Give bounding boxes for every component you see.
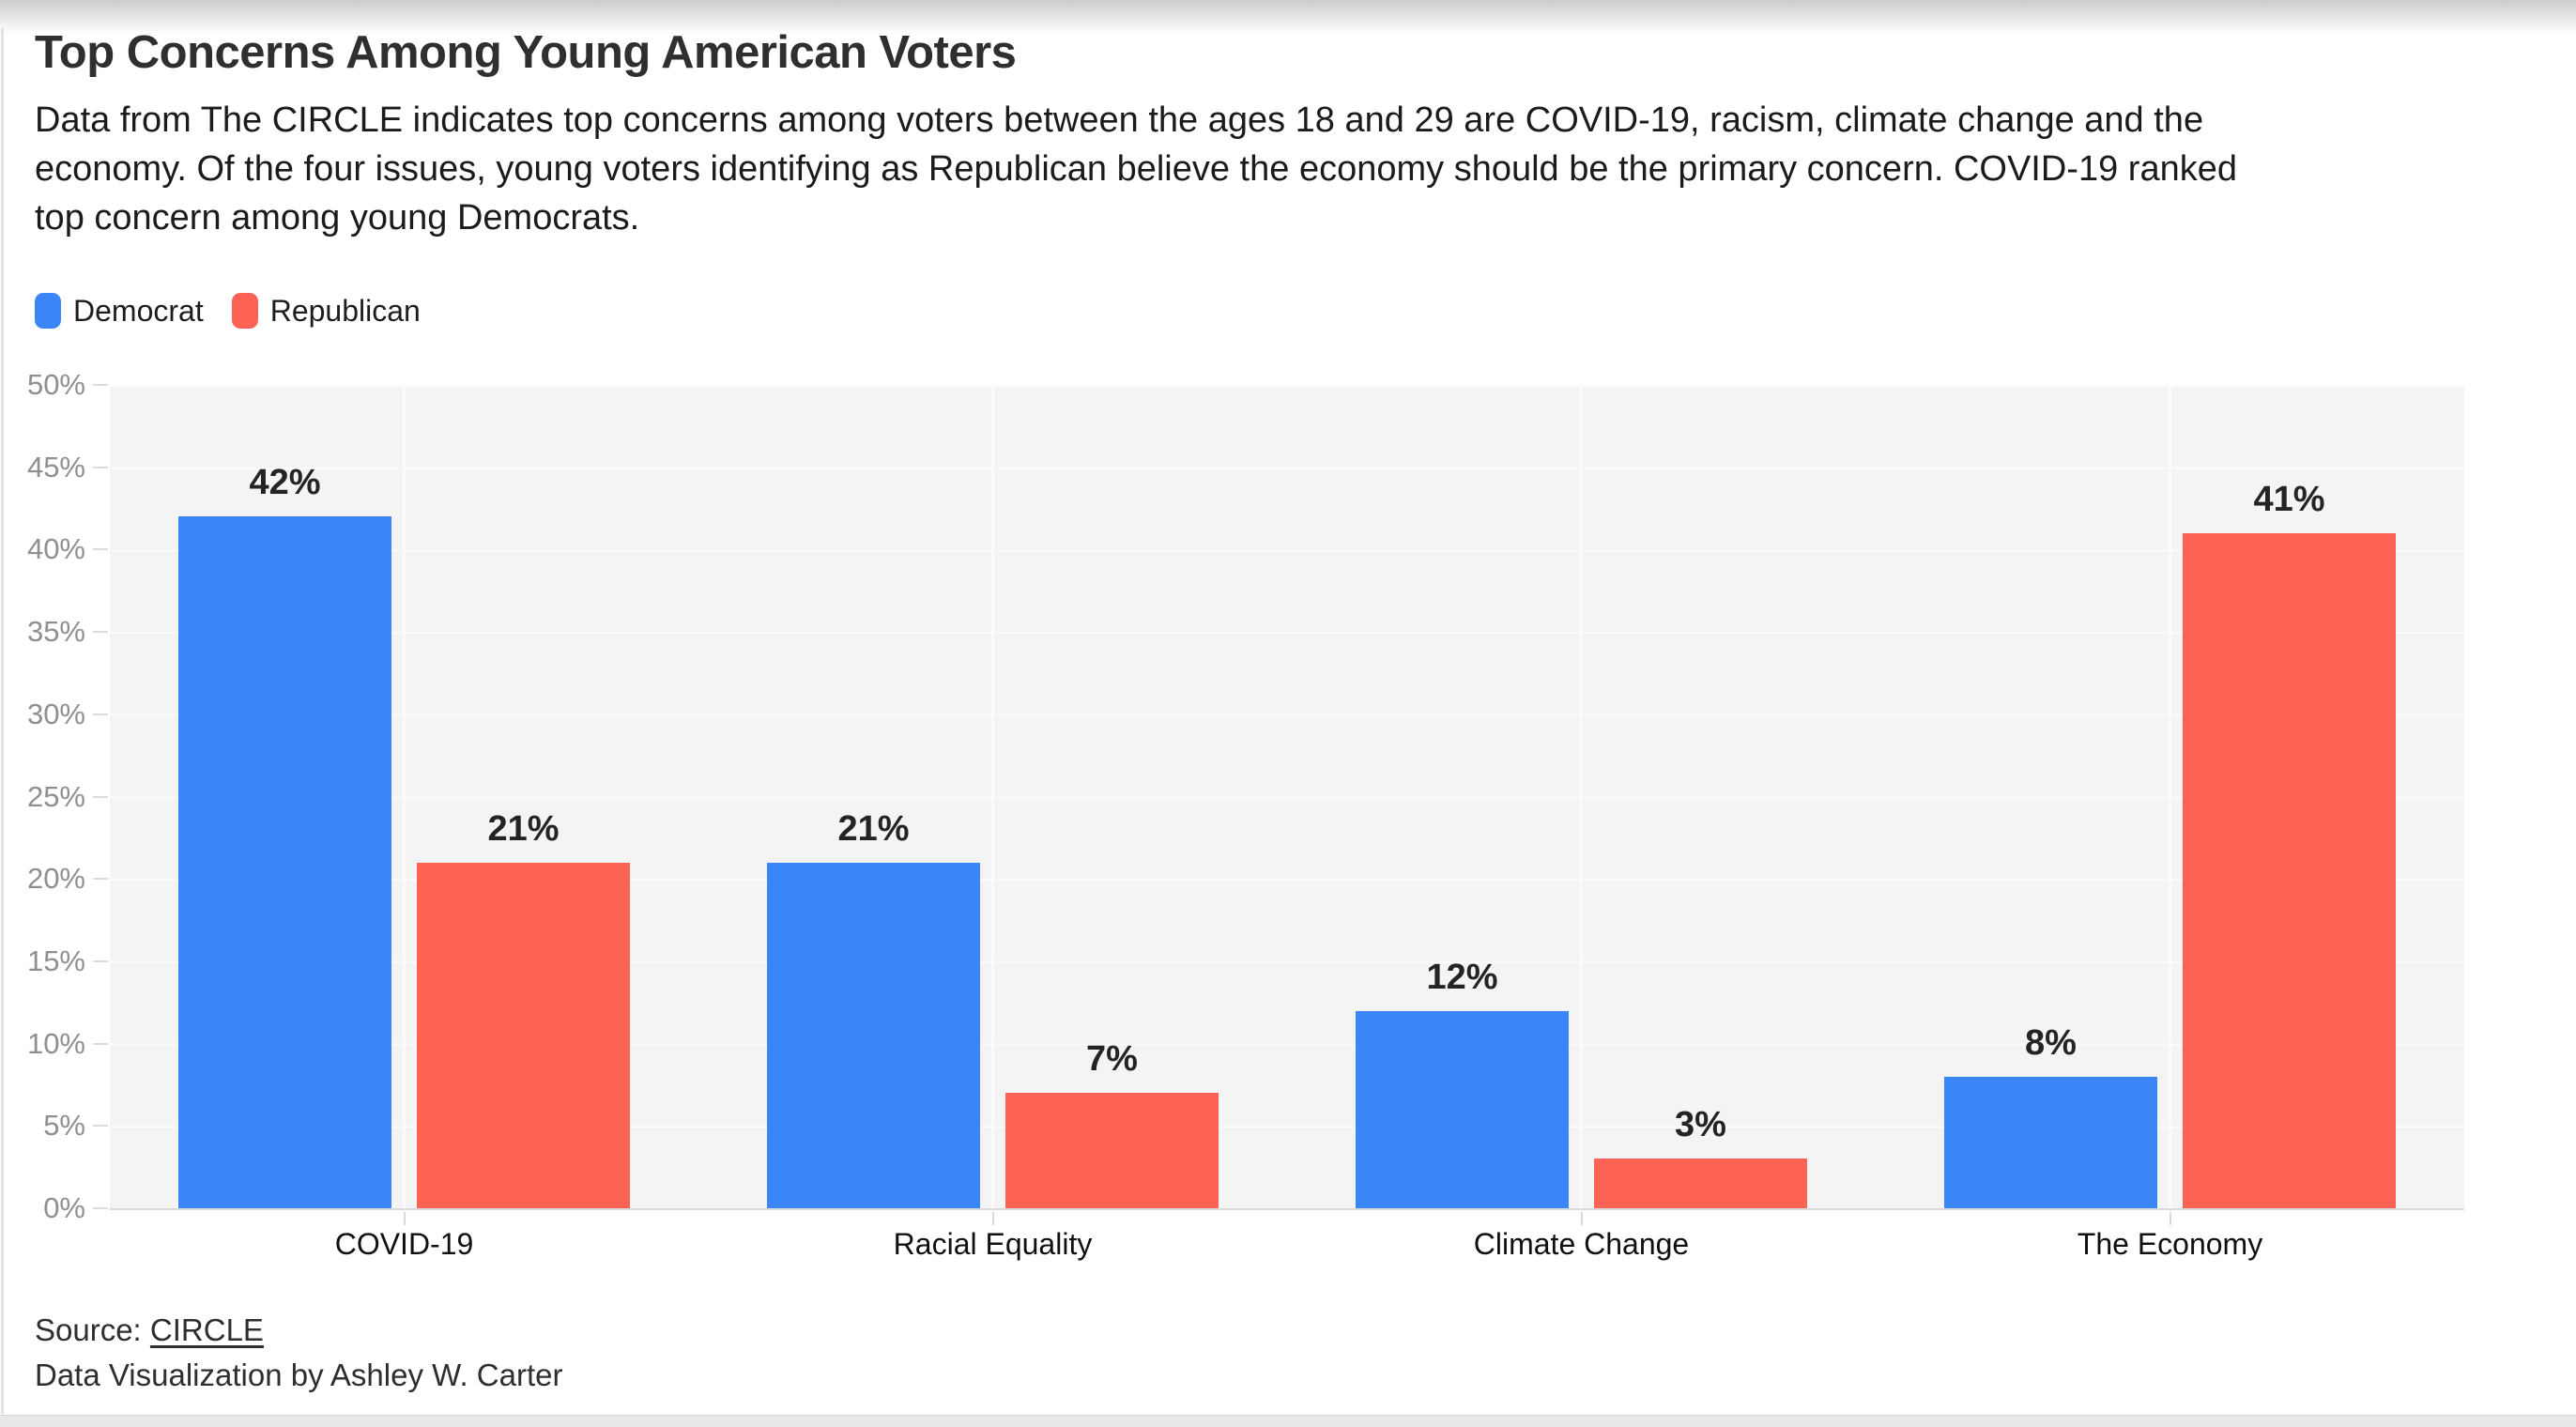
bar-democrat-climate-change[interactable] — [1356, 1010, 1569, 1208]
value-label-democrat-racial-equality: 21% — [837, 808, 910, 849]
y-tick-mark-0 — [93, 1207, 108, 1209]
y-tick-label-5: 5% — [43, 1109, 85, 1143]
subtitle-line-3: top concern among young Democrats. — [35, 198, 640, 238]
y-tick-label-50: 50% — [26, 368, 85, 401]
x-category-label-the-economy: The Economy — [2077, 1227, 2263, 1261]
y-tick-mark-35 — [93, 631, 108, 634]
value-label-democrat-climate-change: 12% — [1426, 957, 1498, 997]
x-category-label-racial-equality: Racial Equality — [893, 1227, 1093, 1261]
y-tick-label-20: 20% — [26, 862, 85, 896]
x-axis: COVID-19 Racial Equality Climate Change The… — [110, 1227, 2464, 1268]
y-tick-mark-45 — [93, 466, 108, 468]
y-tick-label-35: 35% — [26, 615, 85, 649]
legend-item-republican[interactable]: Republican — [231, 293, 421, 329]
value-label-republican-covid-19: 21% — [487, 808, 560, 849]
vertical-gridline-the-economy — [2169, 385, 2171, 1208]
legend-swatch-republican — [231, 293, 258, 329]
value-label-republican-racial-equality: 7% — [1086, 1039, 1138, 1080]
legend: Democrat Republican — [35, 293, 421, 329]
y-tick-mark-50 — [93, 384, 108, 386]
source-prefix: Source: — [35, 1312, 150, 1347]
vertical-gridline-racial-equality — [991, 385, 994, 1208]
page-subtitle: Data from The CIRCLE indicates top conce… — [35, 96, 2237, 242]
y-tick-mark-5 — [93, 1125, 108, 1128]
legend-label-democrat: Democrat — [73, 293, 204, 328]
y-tick-mark-20 — [93, 878, 108, 881]
bar-democrat-racial-equality[interactable] — [767, 862, 980, 1208]
y-tick-mark-30 — [93, 713, 108, 715]
x-tick-mark-the-economy — [2169, 1212, 2171, 1225]
x-tick-mark-climate-change — [1580, 1212, 1583, 1225]
category-cell-racial-equality: 21% 7% — [698, 385, 1287, 1225]
source-line: Source: CIRCLE — [35, 1312, 264, 1348]
value-label-democrat-the-economy: 8% — [2025, 1022, 2077, 1063]
subtitle-line-2: economy. Of the four issues, young voter… — [35, 149, 2237, 189]
left-border-line — [1, 28, 4, 1414]
y-tick-label-0: 0% — [43, 1191, 85, 1224]
value-label-republican-climate-change: 3% — [1675, 1105, 1726, 1145]
y-tick-label-45: 45% — [26, 450, 85, 483]
legend-swatch-democrat — [35, 293, 61, 329]
category-cell-climate-change: 12% 3% — [1287, 385, 1876, 1225]
source-link[interactable]: CIRCLE — [149, 1312, 264, 1347]
value-label-democrat-covid-19: 42% — [249, 463, 321, 503]
category-cell-covid-19: 42% 21% — [110, 385, 698, 1225]
x-category-label-covid-19: COVID-19 — [334, 1227, 474, 1261]
x-category-label-climate-change: Climate Change — [1473, 1227, 1690, 1261]
credit-line: Data Visualization by Ashley W. Carter — [35, 1358, 563, 1392]
x-tick-mark-racial-equality — [991, 1212, 994, 1225]
legend-label-republican: Republican — [269, 293, 421, 328]
plot-area: 42% 21% 21% 7% 12% 3% 8% 41% — [110, 385, 2464, 1225]
bar-republican-climate-change[interactable] — [1594, 1158, 1807, 1208]
bar-democrat-the-economy[interactable] — [1944, 1076, 2157, 1208]
y-axis: 50% 45% 40% 35% 30% 25% 20% 15% 10% 5% 0% — [0, 368, 110, 1224]
bar-republican-the-economy[interactable] — [2183, 532, 2396, 1208]
value-label-republican-the-economy: 41% — [2253, 479, 2325, 519]
subtitle-line-1: Data from The CIRCLE indicates top conce… — [35, 100, 2204, 140]
bar-democrat-covid-19[interactable] — [178, 516, 391, 1208]
page-title: Top Concerns Among Young American Voters — [35, 27, 1017, 78]
vertical-gridline-climate-change — [1580, 385, 1583, 1208]
page-background-strip — [0, 1415, 2576, 1427]
category-cell-the-economy: 8% 41% — [1876, 385, 2464, 1225]
y-tick-mark-15 — [93, 959, 108, 962]
y-tick-mark-40 — [93, 548, 108, 551]
y-tick-label-15: 15% — [26, 944, 85, 977]
bar-republican-covid-19[interactable] — [417, 862, 630, 1208]
x-tick-mark-covid-19 — [403, 1212, 406, 1225]
y-tick-label-40: 40% — [26, 532, 85, 566]
vertical-gridline-covid-19 — [403, 385, 406, 1208]
y-tick-label-30: 30% — [26, 697, 85, 730]
legend-item-democrat[interactable]: Democrat — [35, 293, 204, 329]
y-tick-label-25: 25% — [26, 779, 85, 813]
bar-republican-racial-equality[interactable] — [1005, 1093, 1219, 1208]
y-tick-label-10: 10% — [26, 1026, 85, 1060]
y-tick-mark-10 — [93, 1042, 108, 1045]
y-tick-mark-25 — [93, 795, 108, 798]
